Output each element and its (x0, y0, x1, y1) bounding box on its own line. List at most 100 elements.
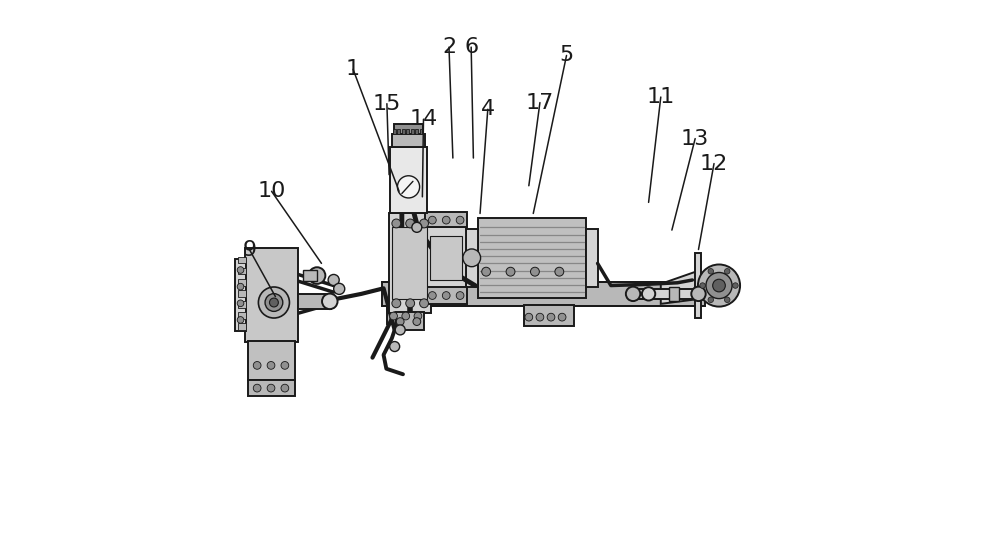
Circle shape (392, 219, 401, 228)
Bar (238, 301, 246, 308)
Circle shape (281, 384, 289, 392)
Circle shape (334, 283, 345, 295)
Bar (669, 287, 679, 301)
Circle shape (265, 293, 283, 311)
Bar (392, 134, 425, 147)
Circle shape (397, 176, 420, 198)
Circle shape (269, 298, 278, 307)
Circle shape (237, 316, 244, 323)
Bar (397, 129, 400, 134)
Circle shape (547, 313, 555, 321)
Bar (387, 305, 423, 324)
Circle shape (463, 249, 481, 267)
Bar (426, 227, 466, 288)
Bar (524, 305, 574, 326)
Circle shape (253, 384, 261, 392)
Bar (633, 289, 700, 299)
Circle shape (558, 313, 566, 321)
Circle shape (309, 267, 325, 284)
Circle shape (456, 216, 464, 224)
Circle shape (525, 313, 533, 321)
Circle shape (413, 318, 421, 325)
Circle shape (555, 267, 564, 276)
Circle shape (724, 297, 730, 302)
Circle shape (733, 283, 738, 288)
Text: 6: 6 (464, 37, 478, 57)
Bar (394, 124, 423, 134)
Bar (248, 380, 295, 396)
Circle shape (402, 312, 410, 320)
Circle shape (456, 292, 464, 300)
Circle shape (700, 283, 705, 288)
Text: 1: 1 (346, 59, 360, 80)
Bar (392, 227, 427, 300)
Circle shape (442, 216, 450, 224)
Bar (478, 218, 586, 298)
Bar (425, 212, 467, 227)
Text: 9: 9 (242, 240, 256, 259)
Bar (406, 129, 409, 134)
Circle shape (428, 292, 436, 300)
Bar (382, 282, 705, 306)
Bar (466, 229, 478, 287)
Circle shape (442, 292, 450, 300)
Circle shape (267, 384, 275, 392)
Text: 2: 2 (442, 37, 456, 57)
Circle shape (412, 222, 422, 232)
Circle shape (390, 312, 397, 320)
Circle shape (708, 297, 714, 302)
Text: 13: 13 (681, 129, 709, 148)
Bar (238, 323, 246, 330)
Circle shape (390, 342, 400, 352)
Bar (248, 341, 295, 380)
Bar (245, 248, 298, 342)
Circle shape (253, 362, 261, 369)
Circle shape (706, 273, 732, 298)
Circle shape (392, 299, 401, 308)
Circle shape (237, 267, 244, 273)
Bar (430, 236, 462, 280)
Circle shape (406, 219, 415, 228)
Text: 10: 10 (257, 181, 286, 201)
Circle shape (698, 264, 740, 307)
Bar (238, 268, 246, 274)
Bar (476, 250, 589, 282)
Bar (425, 287, 467, 304)
Polygon shape (661, 272, 696, 304)
Circle shape (395, 325, 405, 335)
Circle shape (428, 216, 436, 224)
Bar (411, 129, 414, 134)
Bar (402, 129, 405, 134)
Bar (235, 259, 246, 331)
Bar (238, 312, 246, 319)
Bar (238, 279, 246, 286)
Text: 11: 11 (647, 87, 675, 107)
Circle shape (322, 293, 338, 309)
Circle shape (237, 300, 244, 307)
Circle shape (626, 287, 640, 301)
Bar (396, 312, 424, 330)
Bar (420, 129, 422, 134)
Circle shape (708, 269, 714, 274)
Bar (695, 253, 701, 318)
Circle shape (396, 318, 404, 325)
Bar (393, 129, 396, 134)
Circle shape (420, 219, 428, 228)
Circle shape (506, 267, 515, 276)
Bar (238, 256, 246, 263)
Circle shape (536, 313, 544, 321)
Circle shape (530, 267, 539, 276)
Circle shape (642, 287, 655, 301)
Circle shape (713, 279, 725, 292)
Text: 17: 17 (526, 92, 554, 113)
Bar (389, 213, 431, 313)
Circle shape (482, 267, 491, 276)
Circle shape (420, 299, 428, 308)
Bar (303, 270, 317, 281)
Bar (415, 129, 418, 134)
Circle shape (267, 362, 275, 369)
Bar (298, 293, 331, 309)
Circle shape (691, 287, 706, 301)
Text: 15: 15 (373, 94, 401, 114)
Circle shape (414, 312, 422, 320)
